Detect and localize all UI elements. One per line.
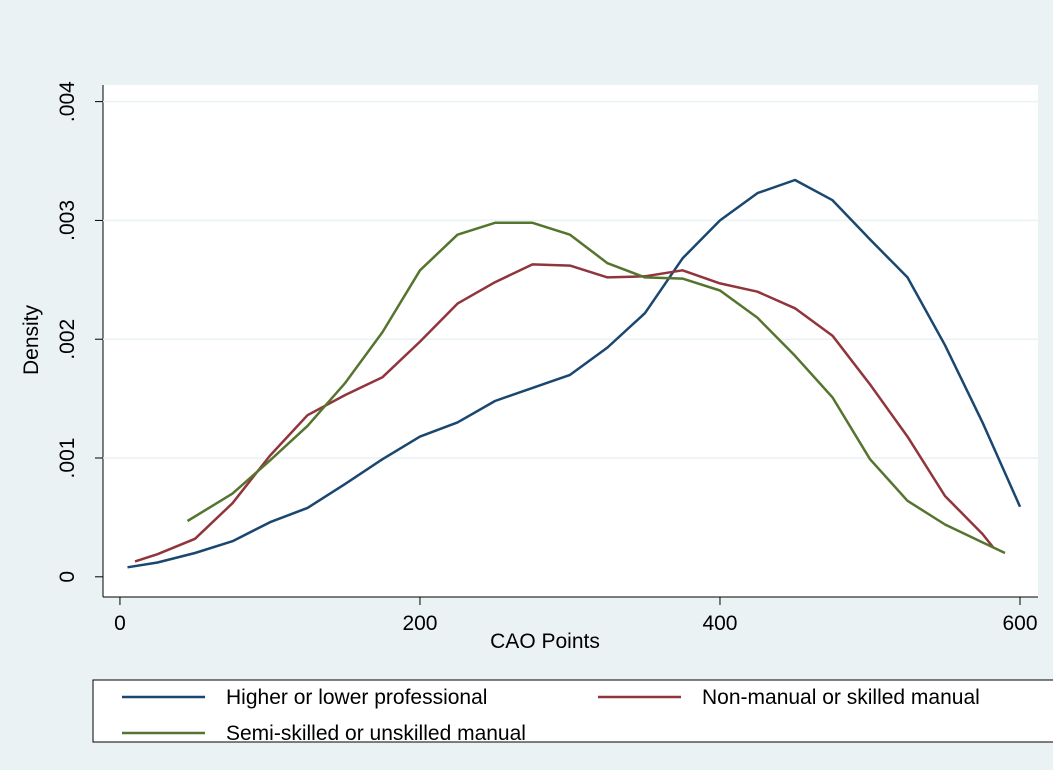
y-axis-label: Density xyxy=(20,304,43,375)
density-line xyxy=(127,178,1022,569)
y-tick-label: .003 xyxy=(56,200,79,241)
plot-area xyxy=(103,85,1038,597)
y-tick-label: .001 xyxy=(56,438,79,479)
x-axis-label: CAO Points xyxy=(490,630,600,653)
density-line xyxy=(186,221,1006,555)
x-tick-label: 200 xyxy=(402,612,437,635)
x-tick-label: 400 xyxy=(702,612,737,635)
y-tick-label: 0 xyxy=(56,571,79,583)
legend-box xyxy=(92,679,1053,743)
legend-label: Non-manual or skilled manual xyxy=(702,686,980,709)
y-tick-label: .002 xyxy=(56,319,79,360)
legend-label: Higher or lower professional xyxy=(226,686,487,709)
legend-label: Semi-skilled or unskilled manual xyxy=(226,722,526,745)
x-tick-label: 600 xyxy=(1002,612,1037,635)
y-tick-label: .004 xyxy=(56,81,79,122)
density-line xyxy=(134,263,994,563)
x-tick-label: 0 xyxy=(114,612,126,635)
